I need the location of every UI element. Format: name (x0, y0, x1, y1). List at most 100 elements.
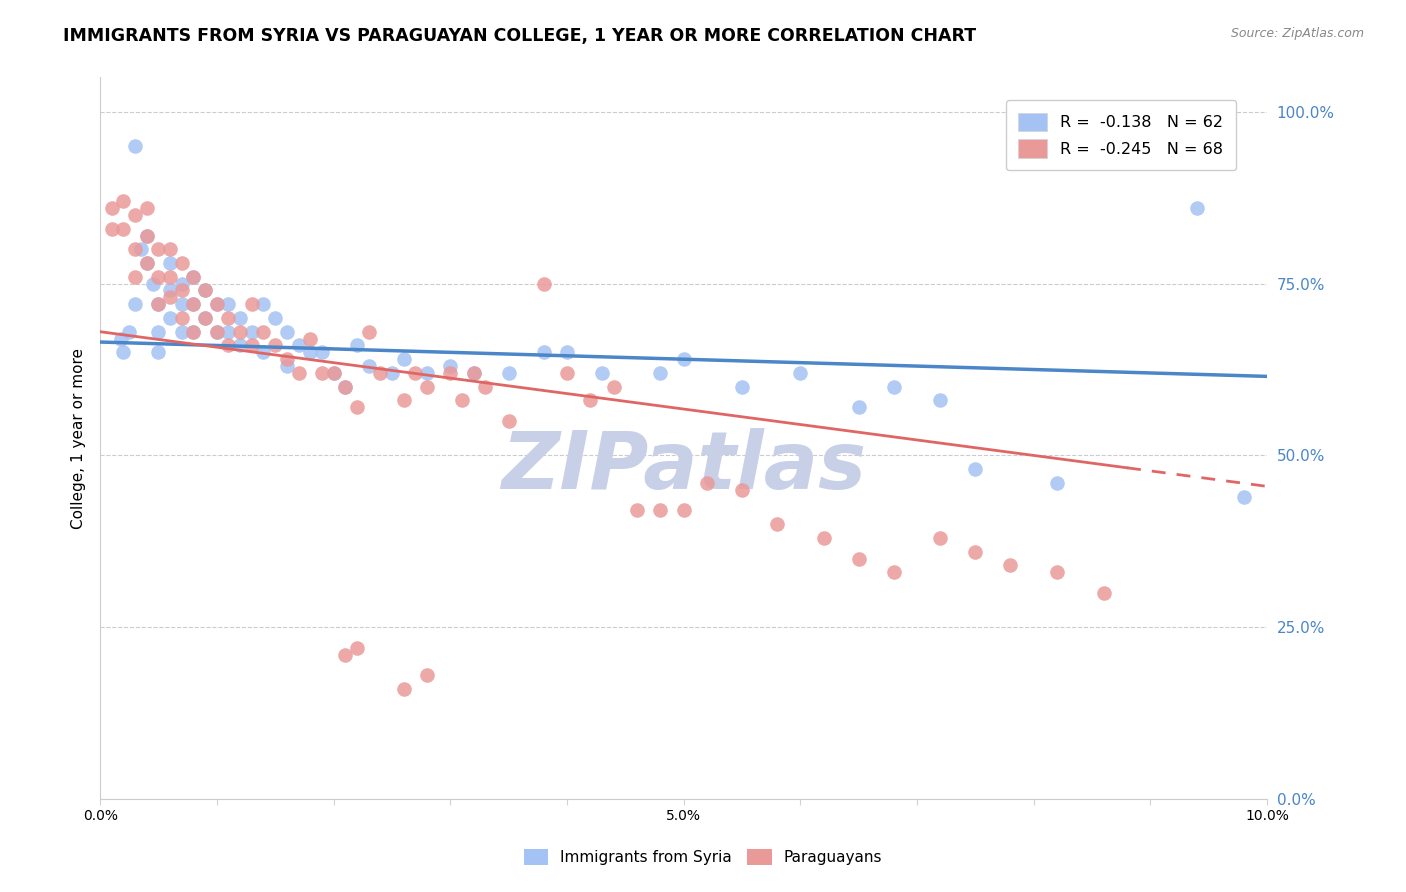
Point (194, 284, 217, 298)
Point (170, 284, 193, 298)
Point (159, 242, 181, 256)
Point (124, 297, 146, 311)
Point (218, 325, 240, 339)
Point (205, 325, 228, 339)
Point (112, 221, 135, 235)
Point (170, 277, 193, 291)
Point (170, 325, 193, 339)
Point (159, 284, 181, 298)
Point (159, 290, 181, 304)
Point (183, 269, 205, 284)
Point (463, 366, 485, 380)
Point (135, 256, 157, 270)
Point (159, 269, 181, 284)
Point (602, 380, 624, 394)
Point (311, 345, 333, 359)
Point (335, 380, 357, 394)
Point (322, 366, 344, 380)
Point (579, 393, 602, 408)
Point (170, 297, 193, 311)
Point (965, 544, 987, 558)
Point (218, 310, 240, 325)
Point (170, 310, 193, 325)
Legend: R =  -0.138   N = 62, R =  -0.245   N = 68: R = -0.138 N = 62, R = -0.245 N = 68 (1005, 100, 1236, 170)
Point (346, 401, 368, 415)
Point (110, 332, 132, 346)
Point (439, 366, 461, 380)
Point (335, 380, 357, 394)
Point (252, 325, 274, 339)
Point (240, 297, 263, 311)
Point (346, 640, 368, 655)
Point (299, 345, 322, 359)
Point (218, 297, 240, 311)
Point (124, 269, 146, 284)
Point (1000, 558, 1022, 573)
Point (439, 359, 461, 373)
Y-axis label: College, 1 year or more: College, 1 year or more (72, 348, 86, 529)
Point (555, 345, 578, 359)
Point (555, 366, 578, 380)
Point (848, 401, 870, 415)
Point (929, 531, 952, 545)
Point (696, 475, 718, 490)
Point (357, 359, 380, 373)
Point (381, 366, 404, 380)
Point (205, 297, 228, 311)
Point (124, 208, 146, 222)
Point (287, 366, 309, 380)
Point (929, 393, 952, 408)
Point (183, 297, 205, 311)
Point (101, 221, 124, 235)
Point (229, 310, 252, 325)
Point (194, 310, 217, 325)
Point (392, 352, 415, 367)
Point (450, 393, 472, 408)
Point (194, 284, 217, 298)
Point (650, 366, 672, 380)
Point (672, 503, 695, 517)
Point (135, 228, 157, 243)
Point (766, 517, 789, 532)
Point (142, 277, 165, 291)
Point (1046, 566, 1069, 580)
Point (205, 297, 228, 311)
Point (311, 366, 333, 380)
Point (591, 366, 613, 380)
Point (533, 277, 555, 291)
Point (229, 338, 252, 352)
Point (392, 393, 415, 408)
Point (848, 551, 870, 566)
Point (183, 325, 205, 339)
Point (474, 380, 496, 394)
Point (229, 325, 252, 339)
Point (112, 194, 135, 209)
Point (148, 325, 170, 339)
Point (159, 310, 181, 325)
Point (498, 414, 520, 428)
Point (883, 566, 905, 580)
Point (218, 338, 240, 352)
Point (252, 345, 274, 359)
Point (183, 325, 205, 339)
Point (118, 325, 141, 339)
Point (731, 483, 754, 497)
Point (183, 269, 205, 284)
Point (463, 366, 485, 380)
Point (416, 668, 439, 682)
Point (813, 531, 835, 545)
Point (1046, 475, 1069, 490)
Point (416, 366, 439, 380)
Point (346, 338, 368, 352)
Point (276, 325, 298, 339)
Point (101, 201, 124, 215)
Point (240, 338, 263, 352)
Point (205, 325, 228, 339)
Point (883, 380, 905, 394)
Point (1233, 490, 1256, 504)
Point (264, 338, 287, 352)
Point (135, 256, 157, 270)
Point (112, 345, 135, 359)
Point (322, 366, 344, 380)
Point (357, 325, 380, 339)
